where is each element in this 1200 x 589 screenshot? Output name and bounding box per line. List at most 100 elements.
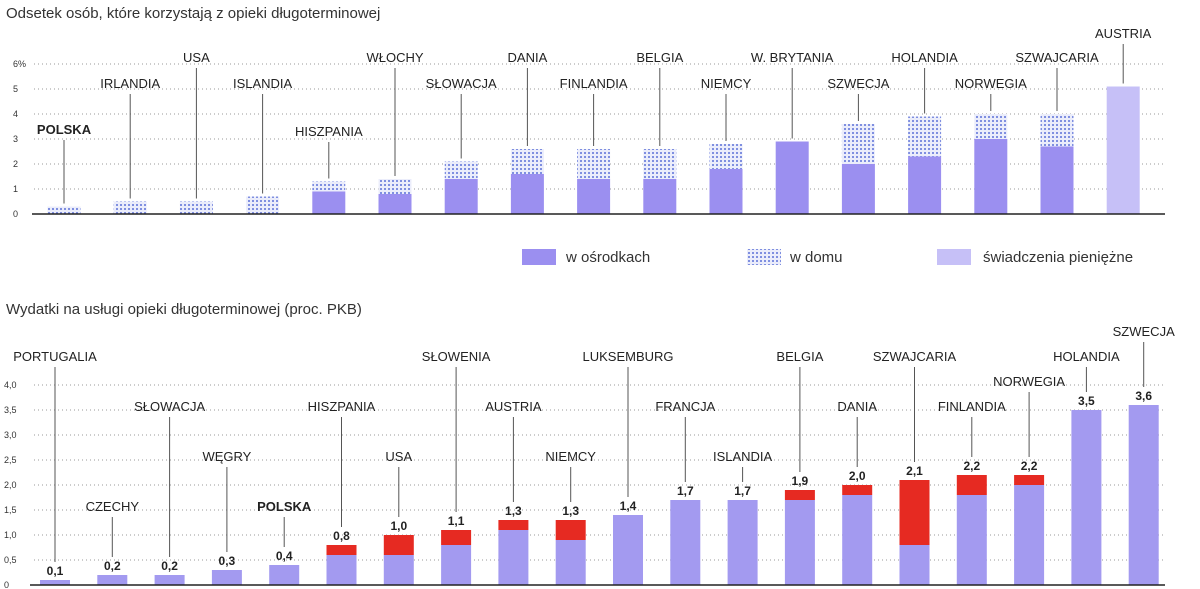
- chart2-y-tick: 0,5: [4, 555, 17, 565]
- chart2-y-tick: 3,5: [4, 405, 17, 415]
- legend-label-home: w domu: [789, 249, 843, 266]
- chart2-value-holandia: 3,5: [1078, 394, 1095, 408]
- chart1-bar-home: [643, 149, 677, 179]
- chart2-label-dania: DANIA: [837, 399, 877, 414]
- chart2-bar-hiszpania: [326, 555, 357, 585]
- chart2-bar-polska: [269, 565, 300, 585]
- chart2-bar-slowacja: [154, 575, 185, 585]
- chart1-bar-home: [841, 124, 875, 164]
- chart1-bar-home: [378, 179, 412, 194]
- chart1-bar-institutional: [974, 139, 1008, 214]
- chart1-label-usa: USA: [183, 50, 210, 65]
- chart1-bar-home: [246, 196, 280, 214]
- chart2-value-belgia: 1,9: [792, 474, 809, 488]
- chart2-value-labels: 0,1 0,2 0,2 0,3 0,4 0,8 1,0 1,1 1,3 1,3 1,4 1,7 1,7 1…: [47, 389, 1153, 578]
- chart2-label-polska: POLSKA: [257, 499, 312, 514]
- chart2-bar-red-finlandia: [956, 475, 987, 495]
- chart1-bar-home: [974, 114, 1008, 139]
- legend-swatch-cash: [937, 249, 971, 265]
- chart2-bar-holandia: [1071, 410, 1102, 585]
- chart1-bar-cash: [1106, 86, 1140, 214]
- chart1-bar-institutional: [841, 164, 875, 214]
- chart2-bar-red-slowenia: [441, 530, 472, 545]
- chart2-value-francja: 1,7: [677, 484, 694, 498]
- chart1-bars: [47, 86, 1140, 214]
- chart2-value-islandia: 1,7: [734, 484, 751, 498]
- chart2-label-slowacja: SŁOWACJA: [134, 399, 205, 414]
- chart2-bar-szwajcaria: [899, 545, 930, 585]
- chart1-bar-institutional: [908, 156, 942, 214]
- chart2-label-slowenia: SŁOWENIA: [422, 349, 491, 364]
- chart2-value-portugalia: 0,1: [47, 564, 64, 578]
- chart2-bar-francja: [670, 500, 701, 585]
- chart1-bar-home: [47, 206, 81, 214]
- chart1-bar-institutional: [510, 174, 544, 214]
- chart1-title: Odsetek osób, które korzystają z opieki …: [6, 5, 380, 22]
- chart2-y-tick: 3,0: [4, 430, 17, 440]
- chart2-value-szwajcaria: 2,1: [906, 464, 923, 478]
- chart2-value-usa: 1,0: [390, 519, 407, 533]
- chart2-bar-dania: [842, 495, 873, 585]
- chart2-value-slowacja: 0,2: [161, 559, 178, 573]
- chart1-label-dania: DANIA: [508, 50, 548, 65]
- chart2-label-niemcy: NIEMCY: [545, 449, 596, 464]
- chart1-label-islandia: ISLANDIA: [233, 76, 293, 91]
- chart2-bar-belgia: [784, 500, 815, 585]
- chart2-bar-red-norwegia: [1014, 475, 1045, 485]
- chart2-value-finlandia: 2,2: [963, 459, 980, 473]
- chart1-bar-home: [179, 201, 213, 214]
- chart1-bar-home: [709, 144, 743, 169]
- chart2-label-hiszpania: HISZPANIA: [308, 399, 376, 414]
- chart1-y-tick: 2: [13, 159, 18, 169]
- chart2-bar-red-niemcy: [555, 520, 586, 540]
- chart2-bar-czechy: [97, 575, 128, 585]
- chart2-y-tick: 4,0: [4, 380, 17, 390]
- chart1-bar-institutional: [378, 194, 412, 214]
- chart2-bar-red-szwajcaria: [899, 480, 930, 545]
- chart1-bar-home: [577, 149, 611, 179]
- chart1-bar-home: [312, 181, 346, 192]
- chart1-bar-home: [444, 161, 478, 179]
- chart2-label-belgia: BELGIA: [776, 349, 823, 364]
- chart1-bar-home: [510, 149, 544, 174]
- chart1-bar-institutional: [643, 179, 677, 214]
- chart1-bar-home: [113, 201, 147, 214]
- chart2-value-niemcy: 1,3: [562, 504, 579, 518]
- chart2-label-austria: AUSTRIA: [485, 399, 542, 414]
- chart2-leaders: [54, 342, 1145, 562]
- chart1-y-tick: 6%: [13, 59, 26, 69]
- chart2-y-tick: 1,5: [4, 505, 17, 515]
- chart2-bar-red-hiszpania: [326, 545, 357, 555]
- legend-swatch-home: [747, 249, 781, 265]
- chart2-value-polska: 0,4: [276, 549, 293, 563]
- chart2-label-szwecja: SZWECJA: [1113, 324, 1175, 339]
- chart2-label-wegry: WĘGRY: [202, 449, 251, 464]
- chart1-bar-institutional: [1040, 146, 1074, 214]
- chart2-label-francja: FRANCJA: [655, 399, 715, 414]
- chart2-y-tick: 1,0: [4, 530, 17, 540]
- chart1-bar-institutional: [577, 179, 611, 214]
- chart2-bar-norwegia: [1014, 485, 1045, 585]
- chart2-gridlines: 0 0,5 1,0 1,5 2,0 2,5 3,0 3,5 4,0: [4, 380, 1165, 589]
- chart2-bar-slowenia: [441, 545, 472, 585]
- chart2-bar-finlandia: [956, 495, 987, 585]
- chart2-bar-red-belgia: [784, 490, 815, 500]
- chart2-bar-luksemburg: [613, 515, 643, 585]
- chart2-value-slowenia: 1,1: [448, 514, 465, 528]
- chart1-bar-institutional: [444, 179, 478, 214]
- chart1-label-szwecja: SZWECJA: [827, 76, 889, 91]
- chart2-value-luksemburg: 1,4: [620, 499, 637, 513]
- chart2-bar-islandia: [727, 500, 758, 585]
- legend: w ośrodkach w domu świadczenia pieniężne: [522, 249, 1133, 266]
- legend-swatch-institutional: [522, 249, 556, 265]
- chart1-label-slowacja: SŁOWACJA: [426, 76, 497, 91]
- chart1-label-norwegia: NORWEGIA: [955, 76, 1027, 91]
- chart1-label-szwajcaria: SZWAJCARIA: [1015, 50, 1099, 65]
- chart2-value-norwegia: 2,2: [1021, 459, 1038, 473]
- chart1-label-finlandia: FINLANDIA: [560, 76, 628, 91]
- chart1-bar-home: [908, 116, 942, 157]
- chart2-title: Wydatki na usługi opieki długoterminowej…: [6, 301, 362, 318]
- chart1-label-niemcy: NIEMCY: [701, 76, 752, 91]
- chart2-label-holandia: HOLANDIA: [1053, 349, 1120, 364]
